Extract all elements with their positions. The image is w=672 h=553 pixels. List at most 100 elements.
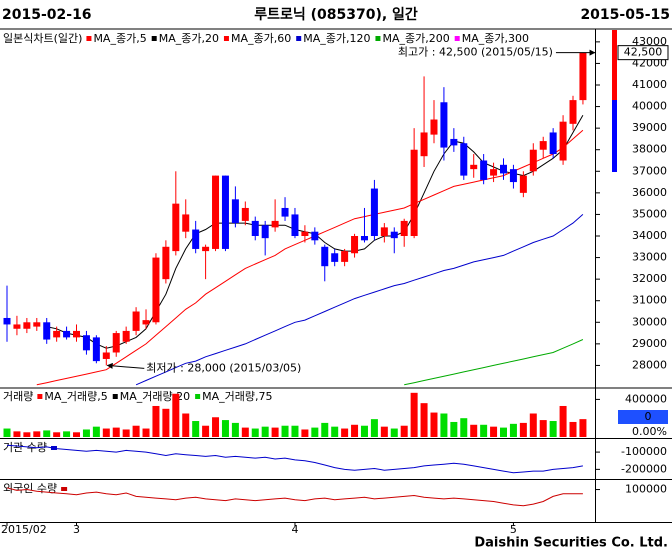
volume-bar (470, 424, 478, 437)
legend-label: MA_종가,120 (303, 32, 370, 45)
end-date: 2015-05-15 (580, 7, 670, 23)
flow-line (6, 444, 583, 474)
candle-body (23, 322, 31, 329)
volume-bar (370, 419, 378, 437)
y-tick-label: 34000 (632, 229, 667, 242)
candle-body (420, 132, 428, 157)
volume-bar (430, 412, 438, 437)
volume-bar (112, 427, 120, 437)
volume-bar (351, 424, 359, 437)
ma-line (135, 214, 584, 386)
y-tick-label: 28000 (632, 358, 667, 371)
candle-body (579, 52, 587, 101)
y-tick-label: 33000 (632, 251, 667, 264)
volume-bar (212, 417, 220, 437)
volume-bar (360, 425, 368, 437)
volume-bar (341, 428, 349, 437)
volume-bar (331, 426, 339, 437)
volume-bar (172, 393, 180, 437)
volume-bar (579, 419, 587, 437)
y-tick-label: 31000 (632, 294, 667, 307)
volume-bar (569, 421, 577, 437)
candle-body (539, 141, 547, 150)
volume-bar (142, 428, 150, 437)
candle-body (390, 231, 398, 239)
y-tick-label: 100000 (625, 483, 667, 496)
volume-bar (301, 429, 309, 437)
volume-bar (43, 430, 51, 437)
volume-bar (82, 429, 90, 437)
volume-bar (231, 422, 239, 437)
candle-body (261, 225, 269, 239)
candle-body (231, 199, 239, 224)
candle-body (380, 227, 388, 237)
legend-marker (223, 36, 229, 41)
last-price-box (617, 45, 669, 61)
indicator-box (618, 410, 668, 424)
volume-bar (92, 426, 100, 437)
candle-body (480, 160, 488, 180)
panel-title: 일본식차트(일간) (3, 31, 82, 45)
legend-marker (454, 36, 460, 41)
x-tick-label: 4 (291, 523, 298, 536)
legend-marker (112, 394, 118, 399)
legend-label: MA_거래량,5 (44, 390, 107, 403)
candle-body (559, 121, 567, 161)
y-tick-label: 39000 (632, 121, 667, 134)
indicator-label: 0 (645, 410, 652, 423)
panel-title: 거래량 (3, 390, 33, 403)
candle-body (202, 246, 210, 252)
y-tick-label: 29000 (632, 337, 667, 350)
volume-bar (3, 428, 11, 437)
candle-body (43, 322, 51, 340)
y-tick-label: 37000 (632, 164, 667, 177)
y-tick-label: 32000 (632, 272, 667, 285)
volume-bar (460, 418, 468, 437)
legend-marker (86, 36, 92, 41)
candle-body (92, 337, 100, 362)
volume-bar (519, 422, 527, 437)
candle-body (430, 119, 438, 135)
volume-bar (390, 428, 398, 437)
volume-bar (291, 425, 299, 437)
ma-line (36, 129, 584, 386)
candle-body (500, 164, 507, 174)
volume-bar (241, 427, 249, 437)
y-tick-label: 36000 (632, 186, 667, 199)
legend-label: MA_종가,200 (382, 32, 449, 45)
candle-body (142, 320, 150, 325)
indicator-label: 0.00% (632, 425, 667, 438)
legend-label: MA_종가,60 (231, 32, 291, 45)
footer: Daishin Securities Co. Ltd. (474, 536, 668, 551)
y-tick-label: 43000 (632, 35, 667, 48)
y-tick-label: 40000 (632, 100, 667, 113)
y-tick-label: 35000 (632, 207, 667, 220)
volume-bar (529, 413, 537, 437)
candle-body (122, 330, 130, 342)
volume-bar (63, 431, 71, 437)
candle-body (549, 132, 557, 155)
candle-body (73, 330, 81, 338)
candle-body (529, 149, 537, 172)
candle-body (301, 231, 309, 237)
candle-body (3, 317, 11, 325)
candle-body (53, 330, 61, 338)
y-tick-label: 38000 (632, 143, 667, 156)
volume-bar (33, 431, 41, 437)
y-tick-label: 41000 (632, 78, 667, 91)
volume-bar (450, 421, 458, 437)
candle-body (212, 175, 220, 249)
annotation: 최저가 : 28,000 (2015/03/05) (146, 361, 301, 374)
volume-bar (53, 432, 61, 437)
legend-marker (195, 394, 201, 399)
legend-marker (151, 36, 157, 41)
volume-bar (192, 421, 200, 437)
candle-body (192, 229, 200, 249)
candle-body (82, 335, 90, 351)
candle-body (182, 214, 190, 232)
range-bar (612, 100, 617, 172)
legend-marker (296, 36, 302, 41)
volume-bar (420, 403, 428, 437)
